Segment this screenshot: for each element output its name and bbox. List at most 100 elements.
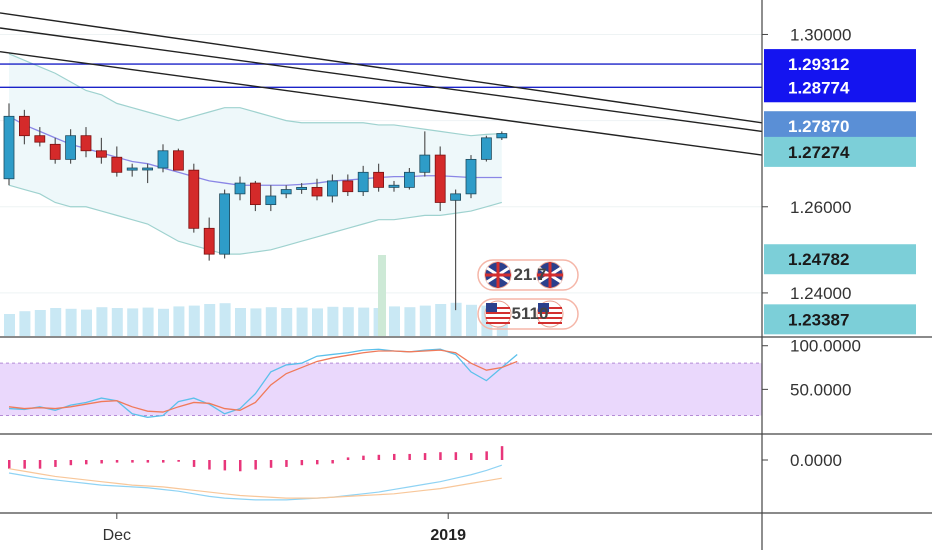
candle[interactable] — [496, 131, 508, 140]
price-tag-label: 1.24782 — [788, 250, 849, 269]
candle[interactable] — [49, 137, 61, 164]
candle-body — [265, 195, 277, 206]
candle[interactable] — [403, 168, 415, 190]
macd-histogram-bar — [470, 453, 473, 460]
volume-bar — [296, 307, 308, 336]
candle[interactable] — [96, 137, 107, 164]
trend-line — [0, 27, 763, 133]
price-pane[interactable]: 21.7 5110 — [0, 12, 763, 336]
candle-body — [234, 182, 246, 195]
oscillator-pane[interactable] — [0, 336, 932, 418]
price-tag-label: 1.27870 — [788, 117, 849, 136]
volume-bar — [466, 304, 477, 336]
candle-body — [80, 135, 92, 152]
candle-body — [126, 167, 138, 171]
macd-histogram-bar — [85, 460, 88, 465]
candle[interactable] — [157, 144, 169, 173]
candle-body — [280, 189, 292, 195]
macd-histogram-bar — [331, 460, 334, 464]
macd-histogram-bar — [192, 460, 196, 467]
candle[interactable] — [203, 217, 215, 261]
candle[interactable] — [480, 135, 492, 162]
candle-body — [296, 186, 308, 190]
macd-histogram-bar — [500, 446, 504, 460]
macd-histogram-bar — [54, 460, 57, 467]
volume-bar — [389, 306, 400, 336]
candle-body — [450, 193, 462, 201]
volume-bar — [142, 307, 154, 336]
candle-body — [3, 115, 15, 180]
event-marker-us[interactable]: 5110 — [477, 298, 579, 330]
macd-histogram-bar — [223, 460, 227, 471]
volume-bar — [127, 308, 139, 336]
price-tag[interactable]: 1.23387 — [764, 304, 916, 335]
candle[interactable] — [80, 127, 92, 158]
candle[interactable] — [311, 178, 323, 201]
volume-bar — [281, 308, 293, 336]
volume-bar — [327, 306, 339, 336]
candle[interactable] — [172, 148, 184, 171]
candle[interactable] — [326, 174, 338, 203]
candle[interactable] — [419, 131, 431, 177]
candle[interactable] — [188, 163, 200, 233]
price-tick-label: 1.30000 — [790, 25, 851, 44]
candle[interactable] — [3, 103, 15, 186]
candle-body — [34, 135, 46, 143]
volume-bar — [158, 308, 169, 336]
candle[interactable] — [111, 146, 123, 177]
event-marker-uk[interactable]: 21.7 — [477, 259, 579, 291]
candle-body — [96, 150, 107, 158]
bollinger-upper-line — [8, 53, 502, 137]
volume-bar — [342, 307, 354, 336]
candle[interactable] — [342, 174, 354, 196]
event-badge-outline — [477, 259, 579, 291]
candle-body — [311, 186, 323, 197]
candle[interactable] — [65, 129, 76, 164]
candle[interactable] — [450, 189, 462, 311]
candle[interactable] — [249, 180, 261, 212]
candle[interactable] — [434, 146, 446, 212]
price-axis[interactable]: 1.30000 1.26000 1.24000 1.29312 1.28774 1.278… — [761, 0, 916, 550]
oscillator-band — [0, 363, 762, 416]
price-tag[interactable]: 1.27870 — [764, 111, 916, 142]
candle[interactable] — [265, 185, 277, 212]
candle-body — [203, 227, 215, 255]
candle[interactable] — [280, 185, 292, 199]
candle[interactable] — [18, 109, 30, 145]
candle[interactable] — [234, 176, 246, 201]
candle[interactable] — [126, 163, 138, 177]
candle[interactable] — [373, 163, 385, 192]
volume-bar — [219, 303, 231, 336]
bollinger-band-fill — [9, 53, 502, 255]
oscillator-tick-label: 100.0000 — [790, 337, 861, 356]
candle-body — [465, 158, 477, 195]
candle[interactable] — [142, 163, 154, 184]
price-tag[interactable]: 1.24782 — [764, 244, 916, 275]
volume-bar — [34, 310, 46, 336]
candle-body — [49, 143, 61, 160]
time-axis[interactable]: Dec 2019 — [0, 512, 932, 544]
candle-body — [18, 115, 30, 137]
price-tag[interactable]: 1.27274 — [764, 136, 916, 167]
volume-bar — [4, 314, 15, 336]
candle[interactable] — [219, 189, 231, 259]
volume-bar — [419, 305, 431, 336]
candle[interactable] — [34, 127, 46, 147]
event-badge-outline — [477, 298, 579, 330]
candle[interactable] — [296, 183, 308, 194]
macd-histogram-bar — [208, 460, 211, 470]
candle-body — [65, 135, 76, 160]
volume-bar — [250, 308, 262, 336]
candle-body — [342, 180, 354, 193]
macd-histogram-bar — [38, 460, 42, 469]
volume-bar — [65, 308, 77, 336]
candle-body — [403, 171, 415, 188]
candle[interactable] — [465, 155, 477, 199]
volume-bar — [19, 311, 31, 336]
candle[interactable] — [357, 165, 369, 196]
candle-body — [434, 154, 446, 203]
candle[interactable] — [388, 180, 400, 192]
macd-pane[interactable] — [0, 433, 932, 501]
price-tag[interactable]: 1.28774 — [764, 72, 916, 103]
